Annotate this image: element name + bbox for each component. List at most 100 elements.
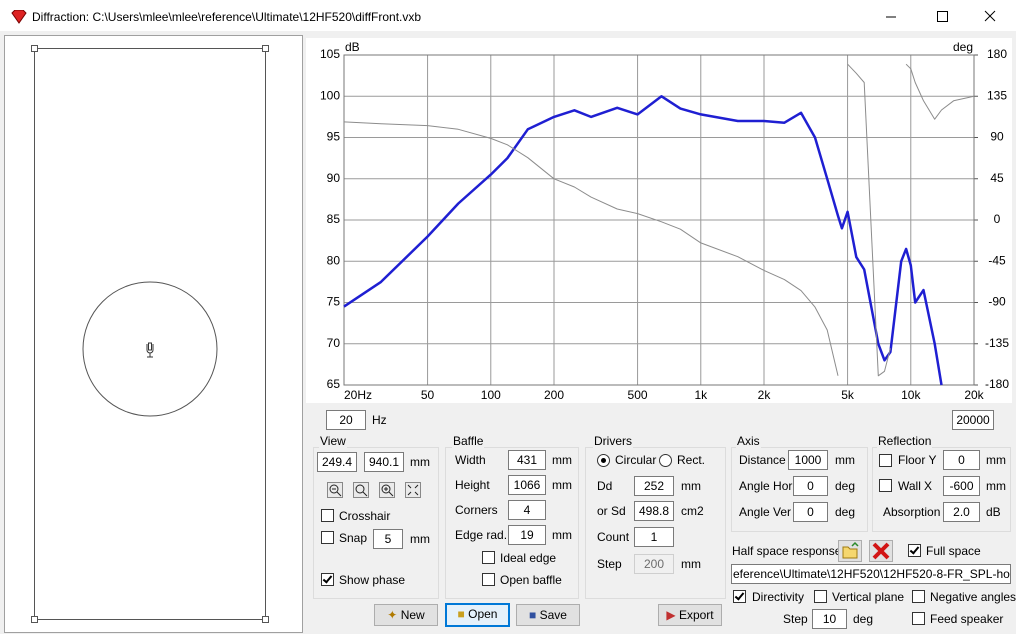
series-line [343,121,839,376]
dd-input[interactable]: 252 [634,476,674,496]
y-tick-label: 105 [320,47,340,61]
field-label: Half space response [732,544,842,558]
crosshair-checkbox[interactable] [321,509,334,522]
radio-label: Circular [615,453,657,467]
distance-input[interactable]: 1000 [788,450,828,470]
snap-input[interactable]: 5 [373,529,403,549]
unit-label: mm [552,453,572,467]
baffle-drawing [31,45,269,623]
y2-tick-label: 180 [987,47,1007,61]
wall-input[interactable]: -600 [943,476,980,496]
floor-checkbox[interactable] [879,454,892,467]
wall-checkbox[interactable] [879,479,892,492]
checkbox-label: Wall [898,479,921,493]
y2-tick-label: 90 [990,130,1004,144]
unit-label: mm [552,478,572,492]
checkbox-label: Open baffle [500,573,562,587]
count-input[interactable]: 1 [634,527,674,547]
angle-ver-input[interactable]: 0 [793,502,828,522]
field-label: Dd [597,479,613,493]
checkbox-label: Full space [926,544,981,558]
open-baffle-checkbox[interactable] [482,573,495,586]
feed-speaker-checkbox[interactable] [912,612,925,625]
group-title: Axis [736,434,761,448]
x-tick-label: 500 [628,388,648,402]
unit-label: mm [986,479,1006,493]
checkbox-label: Snap [339,531,368,545]
field-label: Angle Ver [739,505,792,519]
series-line [905,63,975,120]
step-input[interactable]: 10 [812,609,847,629]
checkbox-label: Ideal edge [500,551,557,565]
field-label: Absorption [883,505,941,519]
ideal-edge-checkbox[interactable] [482,551,495,564]
corners-input[interactable]: 4 [508,500,546,520]
full-space-checkbox[interactable] [908,544,921,557]
group-box [585,447,726,599]
field-label: Step [597,557,622,571]
unit-label: cm2 [681,504,704,518]
y-tick-label: 95 [327,130,341,144]
negative-angles-checkbox[interactable] [912,590,925,603]
x-tick-label: 50 [421,388,435,402]
new-button[interactable]: ✦ New [374,604,438,626]
unit-label: dB [986,505,1001,519]
button-label: New [400,608,425,622]
file-buttons[interactable] [838,540,898,562]
series-line [847,63,891,377]
save-button[interactable]: ■ Save [516,604,580,626]
edge-radius-input[interactable]: 19 [508,525,546,545]
baffle-view[interactable] [4,35,303,633]
unit-label: mm [681,557,701,571]
y-tick-label: 65 [327,377,341,391]
window-controls[interactable] [880,6,1005,28]
view-width-input[interactable]: 249.4 [317,452,357,472]
frequency-chart: dB deg 65 70 75 80 85 90 95 100 105 -180 -135 -90 -4… [306,38,1012,403]
file-path-input[interactable]: eference\Ultimate\12HF520\12HF520-8-FR_S… [731,564,1011,584]
field-label: Height [455,478,490,492]
checkbox-label: Floor Y [898,453,937,467]
directivity-checkbox[interactable] [733,590,746,603]
checkbox-label: Feed speaker [930,612,1004,626]
x-tick-label: 100 [481,388,501,402]
field-label: Width [455,453,486,467]
x-tick-label: 2k [758,388,772,402]
unit-label: Hz [372,413,387,427]
field-label: Angle Hor [739,479,793,493]
unit-label: mm [835,453,855,467]
checkbox-label: Vertical plane [832,590,905,604]
checkbox-label: Directivity [752,590,805,604]
unit-label: mm [552,528,572,542]
y-tick-label: 75 [327,295,341,309]
width-input[interactable]: 431 [508,450,546,470]
export-button[interactable]: ▶ Export [658,604,722,626]
show-phase-checkbox[interactable] [321,573,334,586]
group-title: View [319,434,347,448]
checkbox-label: Crosshair [339,509,391,523]
angle-hor-input[interactable]: 0 [793,476,828,496]
height-input[interactable]: 1066 [508,475,546,495]
floor-input[interactable]: 0 [943,450,980,470]
group-box [445,447,579,599]
button-label: Save [539,608,567,622]
field-label: Distance [739,453,786,467]
y2-tick-label: -180 [985,377,1009,391]
y2-tick-label: 135 [987,88,1007,102]
rect-radio[interactable] [659,454,672,467]
y2-tick-label: -135 [985,336,1009,350]
group-box [872,447,1011,532]
app-icon [11,10,27,24]
circular-radio[interactable] [597,454,610,467]
open-button[interactable]: ■ Open [445,603,510,627]
zoom-buttons[interactable] [326,481,426,499]
y2-axis-label: deg [953,40,973,54]
snap-checkbox[interactable] [321,531,334,544]
max-frequency-input[interactable]: 20000 [952,410,994,430]
absorption-input[interactable]: 2.0 [943,502,980,522]
min-frequency-input[interactable]: 20 [326,410,366,430]
sd-input[interactable]: 498.8 [634,501,674,521]
vertical-plane-checkbox[interactable] [814,590,827,603]
view-height-input[interactable]: 940.1 [364,452,404,472]
x-tick-label: 1k [694,388,708,402]
